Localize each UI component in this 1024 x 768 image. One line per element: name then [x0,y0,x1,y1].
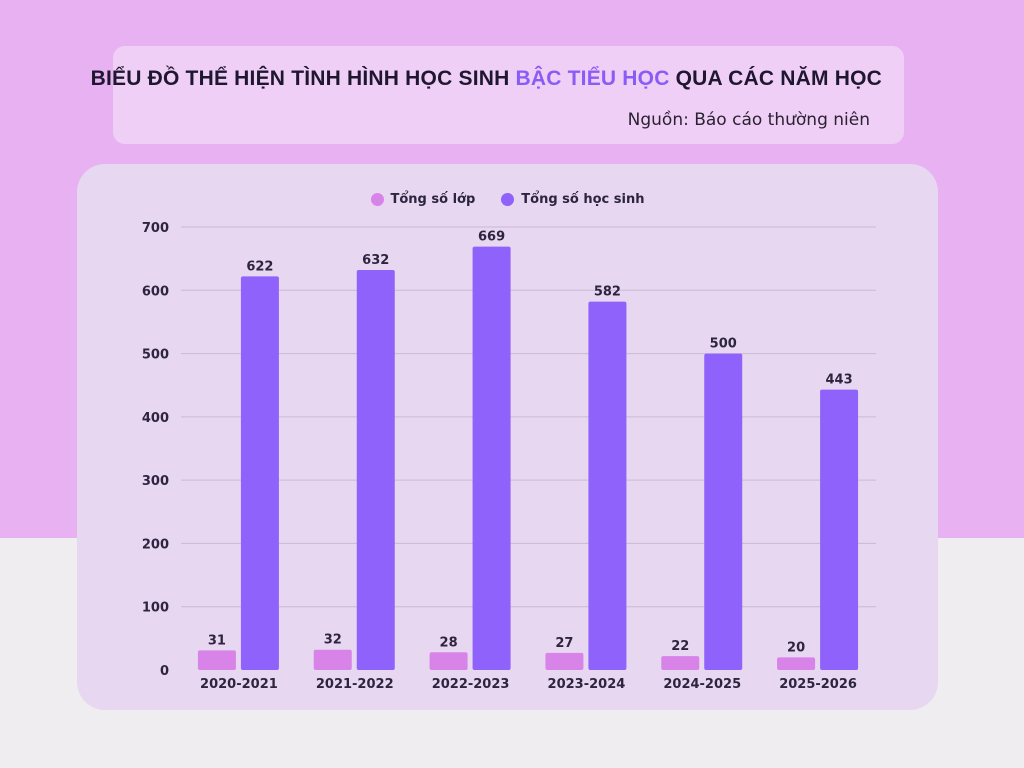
bar-students-2021-2022 [356,270,395,670]
legend-label-classes: Tổng số lớp [390,192,476,207]
title-part-2: QUA CÁC NĂM HỌC [669,67,882,90]
bar-classes-2020-2021 [197,650,236,670]
legend-swatch-classes [370,193,384,206]
y-tick-label: 400 [142,411,169,426]
y-tick-label: 700 [142,221,169,236]
bar-classes-2022-2023 [429,652,468,670]
chart-title: BIỂU ĐỒ THỂ HIỆN TÌNH HÌNH HỌC SINH BẬC … [91,67,882,91]
y-tick-label: 600 [142,284,169,299]
data-label-classes: 27 [555,636,573,651]
data-label-classes: 31 [208,633,226,648]
y-tick-label: 100 [142,601,169,616]
bar-classes-2024-2025 [661,656,700,670]
x-tick-label: 2020-2021 [200,677,278,692]
data-label-classes: 20 [787,640,805,655]
bar-chart: 0 100 200 300 400 500 600 700 31 622 2020-2021 32 63… [142,221,876,692]
bar-students-2024-2025 [704,353,743,670]
legend-item-classes: Tổng số lớp [370,192,476,207]
bar-classes-2021-2022 [313,649,352,670]
x-tick-label: 2024-2025 [663,677,741,692]
title-highlight: BẬC TIỂU HỌC [515,67,670,90]
data-label-students: 500 [710,337,737,352]
data-label-classes: 28 [440,635,458,650]
y-tick-label: 500 [142,348,169,363]
x-tick-label: 2023-2024 [548,677,626,692]
data-label-students: 622 [246,259,273,274]
legend-label-students: Tổng số học sinh [521,192,645,207]
bar-students-2022-2023 [472,246,511,670]
bar-classes-2023-2024 [545,652,584,670]
data-label-students: 669 [478,230,505,245]
data-label-classes: 22 [671,639,689,654]
chart-card: Tổng số lớp Tổng số học sinh 0 100 200 300 4… [77,164,938,710]
x-tick-label: 2022-2023 [432,677,510,692]
bar-students-2020-2021 [240,276,279,670]
data-label-students: 582 [594,285,621,300]
bar-classes-2025-2026 [777,657,816,670]
legend-item-students: Tổng số học sinh [501,192,644,207]
legend-swatch-students [501,193,515,206]
title-part-1: BIỂU ĐỒ THỂ HIỆN TÌNH HÌNH HỌC SINH [90,67,516,90]
title-panel: BIỂU ĐỒ THỂ HIỆN TÌNH HÌNH HỌC SINH BẬC … [91,46,904,144]
legend: Tổng số lớp Tổng số học sinh [77,192,938,207]
bar-students-2025-2026 [820,389,859,670]
y-tick-label: 0 [160,664,169,679]
data-label-students: 632 [362,253,389,268]
x-tick-label: 2025-2026 [779,677,857,692]
data-label-students: 443 [826,373,853,388]
bar-students-2023-2024 [588,301,627,670]
x-tick-label: 2021-2022 [316,677,394,692]
chart-source: Nguồn: Báo cáo thường niên [627,110,870,130]
y-tick-label: 300 [142,474,169,489]
data-label-classes: 32 [324,633,342,648]
y-tick-label: 200 [142,537,169,552]
